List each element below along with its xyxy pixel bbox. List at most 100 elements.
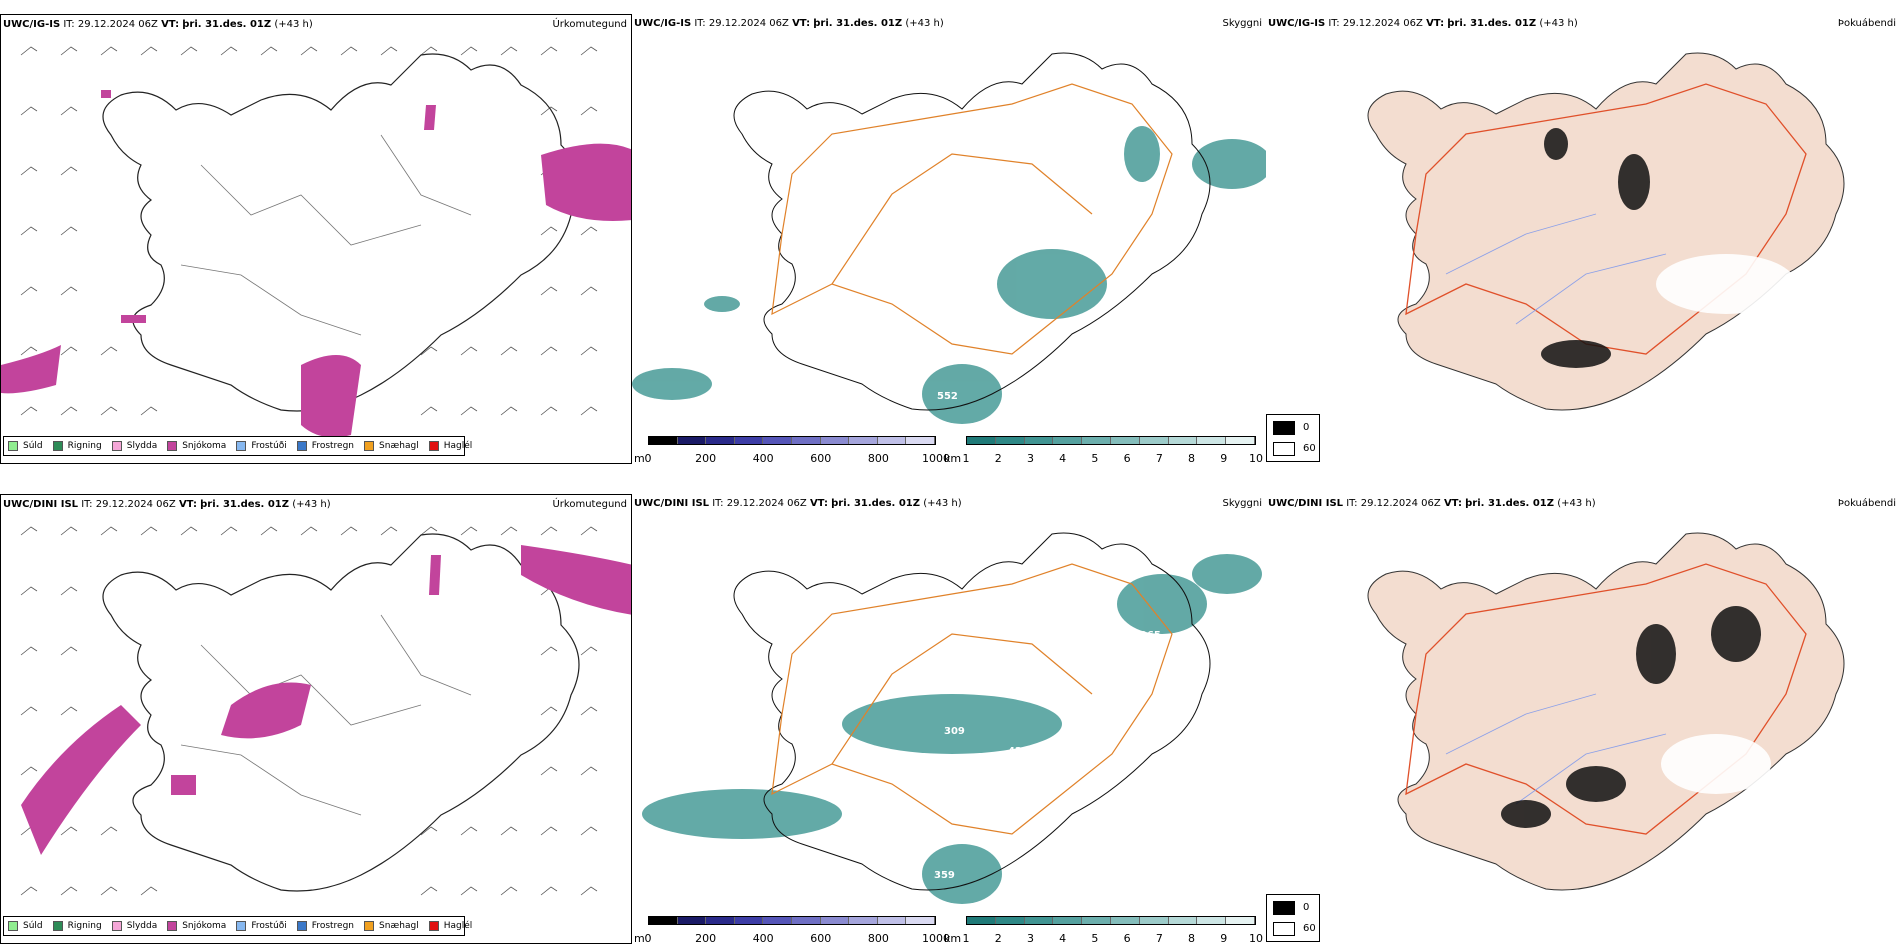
- colorbar-tick-label: 9: [1220, 932, 1228, 944]
- colorbar-unit: m: [634, 452, 645, 464]
- precip-legend-swatch: [296, 441, 307, 451]
- precip-legend-label: Frostúði: [251, 441, 287, 451]
- panel-title: Úrkomutegund: [552, 19, 627, 30]
- fog-legend: 0 60: [1266, 894, 1320, 942]
- colorbar-gradient: [966, 916, 1256, 925]
- panel-header: UWC/DINI ISL IT: 29.12.2024 06Z VT: þri.…: [3, 499, 331, 510]
- precip-legend-item: Frostregn: [296, 921, 354, 931]
- visibility-value-label: 552: [937, 391, 958, 402]
- colorbar-tick-label: 7: [1155, 452, 1163, 464]
- precip-legend-swatch: [428, 441, 439, 451]
- precip-legend-item: Súld: [8, 921, 43, 931]
- colorbar-tick-label: 800: [867, 932, 889, 944]
- fog-legend-label: 60: [1303, 923, 1316, 934]
- precip-legend-swatch: [364, 441, 375, 451]
- fog-map: [1266, 494, 1900, 944]
- precip-legend-item: Rigning: [52, 441, 102, 451]
- colorbar-gradient: [648, 436, 936, 445]
- precip-legend-swatch: [111, 441, 122, 451]
- precip-legend-label: Snæhagl: [379, 441, 419, 451]
- precip-legend-item: Snjókoma: [167, 921, 226, 931]
- precip-legend-label: Frostregn: [311, 441, 355, 451]
- visibility-map: [632, 14, 1266, 424]
- fog-legend-label: 60: [1303, 443, 1316, 454]
- colorbar-tick-label: 200: [695, 452, 717, 464]
- colorbar-tick-label: 10: [1249, 452, 1263, 464]
- precip-legend-item: Haglél: [428, 921, 472, 931]
- precip-legend-label: Snjókoma: [182, 921, 227, 931]
- colorbar-tick-label: 4: [1059, 932, 1067, 944]
- colorbar-unit: km: [944, 452, 962, 464]
- fog-legend-label: 0: [1303, 422, 1310, 433]
- precip-legend-label: Haglél: [443, 441, 473, 451]
- precip-legend-label: Rigning: [67, 921, 102, 931]
- precip-panel-top: UWC/IG-IS IT: 29.12.2024 06Z VT: þri. 31…: [0, 14, 632, 464]
- colorbar-tick-label: 2: [994, 932, 1002, 944]
- panel-header: UWC/IG-IS IT: 29.12.2024 06Z VT: þri. 31…: [634, 18, 944, 29]
- precip-legend-item: Slydda: [111, 921, 158, 931]
- colorbar-tick-label: 1: [962, 452, 970, 464]
- colorbar-unit: m: [634, 932, 645, 944]
- visibility-panel-bottom: UWC/DINI ISL IT: 29.12.2024 06Z VT: þri.…: [632, 494, 1266, 944]
- colorbar-tick-label: 6: [1123, 932, 1131, 944]
- colorbar-gradient: [648, 916, 936, 925]
- panel-title: Úrkomutegund: [552, 499, 627, 510]
- fog-legend-swatch-60: [1273, 442, 1295, 456]
- colorbar-tick-label: 200: [695, 932, 717, 944]
- precip-legend-label: Frostúði: [251, 921, 287, 931]
- colorbar-tick-label: 3: [1026, 452, 1034, 464]
- colorbar-tick-label: 800: [867, 452, 889, 464]
- precip-map: [20, 526, 631, 896]
- colorbar-tick-label: 0: [644, 932, 652, 944]
- fog-legend: 0 60: [1266, 414, 1320, 462]
- precip-legend-item: Frostregn: [296, 441, 355, 451]
- elevation-colorbar: m 0 200 400 600 800 1000: [634, 436, 950, 464]
- precip-legend-item: Snæhagl: [364, 441, 419, 451]
- precip-legend-swatch: [52, 441, 63, 451]
- precip-legend-swatch: [8, 921, 18, 931]
- visibility-value-label: 216: [914, 352, 935, 363]
- precip-type-legend: Súld Rigning Slydda Snjókoma Frostúði Frostre…: [3, 436, 472, 456]
- colorbar-tick-label: 4: [1059, 452, 1067, 464]
- precip-legend-label: Slydda: [126, 441, 158, 451]
- colorbar-tick-label: 5: [1091, 932, 1099, 944]
- colorbar-tick-label: 400: [752, 452, 774, 464]
- precip-legend-label: Súld: [23, 441, 43, 451]
- elevation-colorbar: m 0 200 400 600 800 1000: [634, 916, 950, 944]
- colorbar-tick-label: 5: [1091, 452, 1099, 464]
- precip-legend-label: Rigning: [67, 441, 102, 451]
- visibility-value-label: 277: [1099, 637, 1120, 648]
- visibility-colorbar: km 1 2 3 4 5 6 7 8 9 10: [944, 436, 1264, 464]
- visibility-value-label: 309: [944, 726, 965, 737]
- precip-legend-label: Súld: [23, 921, 43, 931]
- colorbar-tick-label: 9: [1220, 452, 1228, 464]
- precip-type-legend: Súld Rigning Slydda Snjókoma Frostúði Frostre…: [3, 916, 472, 936]
- colorbar-tick-label: 10: [1249, 932, 1263, 944]
- precip-legend-swatch: [167, 441, 178, 451]
- colorbar-unit: km: [944, 932, 962, 944]
- visibility-value-label: 425: [1008, 746, 1029, 757]
- precip-legend-swatch: [167, 921, 178, 931]
- colorbar-tick-label: 3: [1026, 932, 1034, 944]
- precip-panel-bottom: UWC/DINI ISL IT: 29.12.2024 06Z VT: þri.…: [0, 494, 632, 944]
- precip-legend-item: Snæhagl: [364, 921, 419, 931]
- colorbar-tick-label: 0: [644, 452, 652, 464]
- precip-legend-item: Haglél: [428, 441, 473, 451]
- precip-legend-item: Frostúði: [236, 441, 287, 451]
- fog-legend-swatch-60: [1273, 922, 1295, 936]
- visibility-colorbar: km 1 2 3 4 5 6 7 8 9 10: [944, 916, 1264, 944]
- visibility-value-label: 359: [934, 870, 955, 881]
- colorbar-gradient: [966, 436, 1256, 445]
- fog-legend-label: 0: [1303, 902, 1310, 913]
- precip-legend-label: Slydda: [126, 921, 158, 931]
- precip-legend-swatch: [52, 921, 63, 931]
- visibility-map: [642, 494, 1262, 904]
- colorbar-tick-label: 8: [1188, 932, 1196, 944]
- precip-legend-swatch: [296, 921, 307, 931]
- panel-title: Skyggni: [1222, 498, 1262, 509]
- colorbar-tick-label: 7: [1155, 932, 1163, 944]
- colorbar-tick-label: 2: [994, 452, 1002, 464]
- colorbar-tick-label: 1000: [922, 452, 950, 464]
- panel-header: UWC/IG-IS IT: 29.12.2024 06Z VT: þri. 31…: [1268, 18, 1578, 29]
- precip-legend-swatch: [364, 921, 375, 931]
